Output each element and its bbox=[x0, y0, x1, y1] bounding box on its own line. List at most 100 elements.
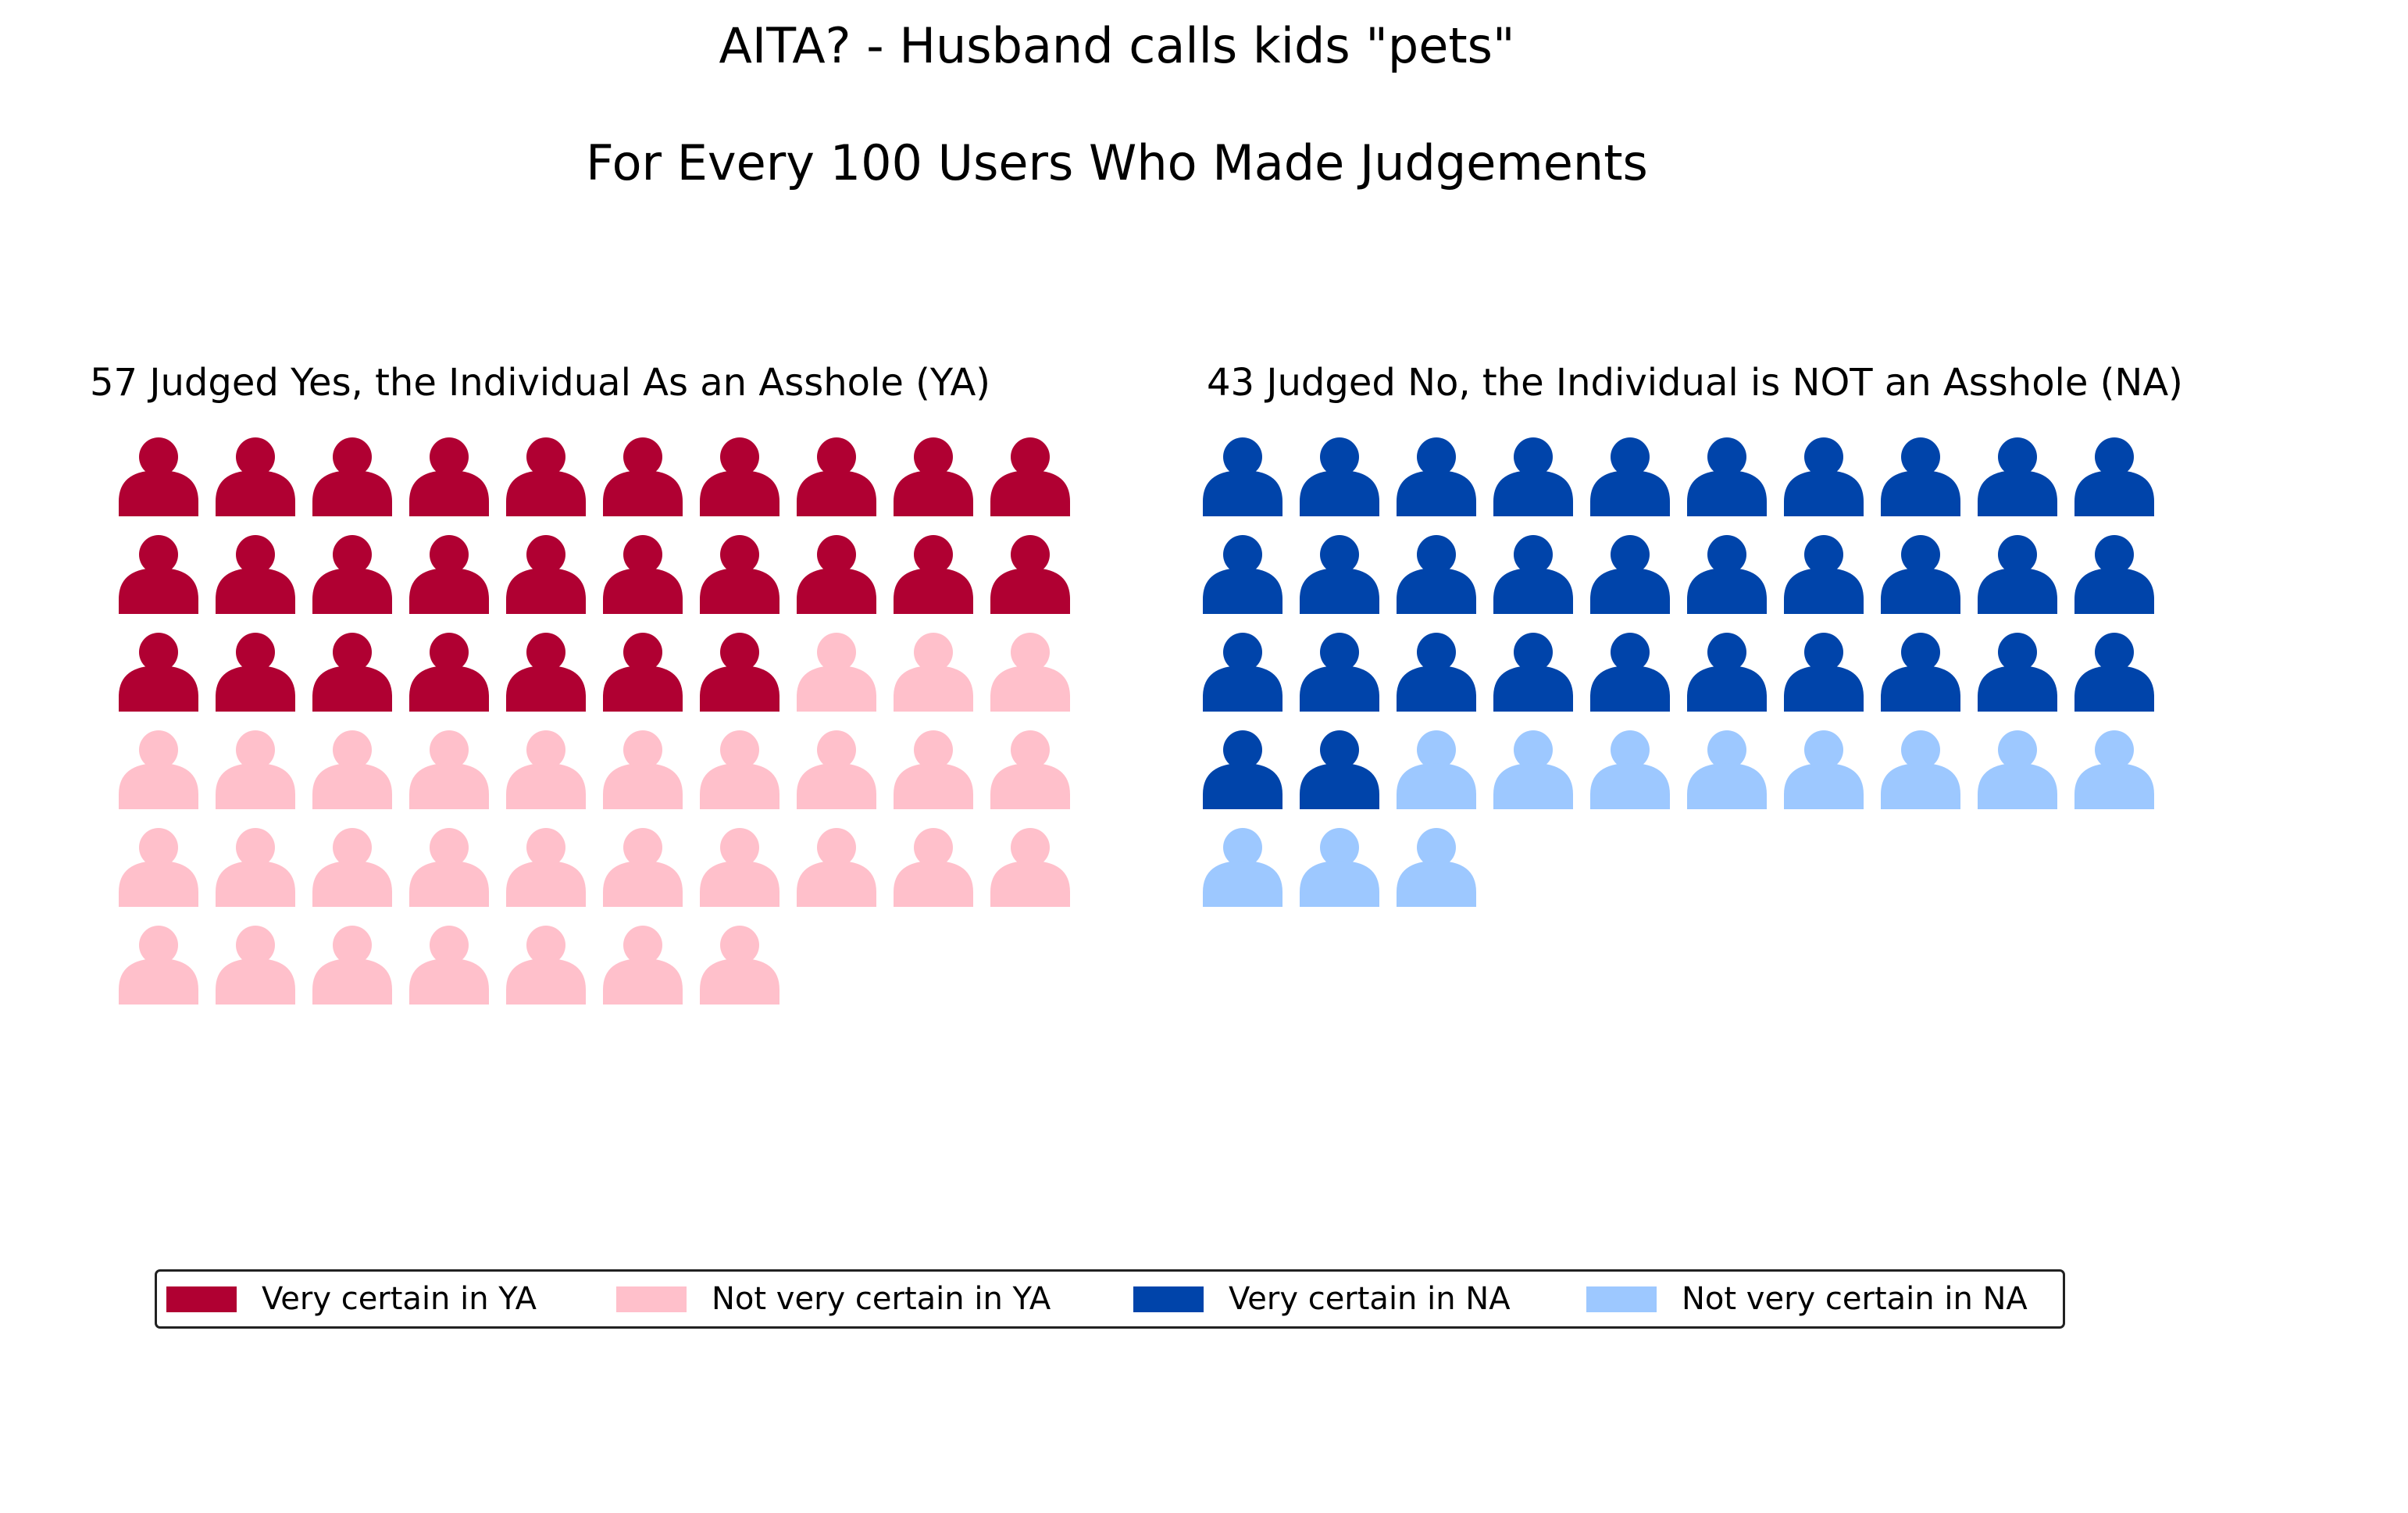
person-icon-ya bbox=[797, 535, 876, 614]
person-icon-na bbox=[1881, 437, 1960, 516]
person-icon-na bbox=[1203, 437, 1282, 516]
person-icon-na bbox=[1687, 730, 1767, 809]
person-icon-ya bbox=[119, 828, 198, 907]
person-icon-ya bbox=[894, 437, 973, 516]
person-icon-na bbox=[1300, 730, 1379, 809]
person-icon-na bbox=[1687, 535, 1767, 614]
person-icon-na bbox=[1300, 535, 1379, 614]
person-icon-ya bbox=[603, 730, 683, 809]
person-icon-na bbox=[1397, 535, 1476, 614]
person-icon-ya bbox=[603, 828, 683, 907]
person-icon-na bbox=[1978, 633, 2057, 712]
person-icon-ya bbox=[797, 633, 876, 712]
person-icon-na bbox=[1300, 828, 1379, 907]
person-icon-ya bbox=[312, 633, 392, 712]
person-icon-ya bbox=[119, 730, 198, 809]
person-icon-ya bbox=[409, 730, 489, 809]
person-icon-na bbox=[1881, 633, 1960, 712]
person-icon-ya bbox=[603, 535, 683, 614]
chart-subtitle: For Every 100 Users Who Made Judgements bbox=[586, 134, 1648, 191]
person-icon-na bbox=[1397, 633, 1476, 712]
person-icon-na bbox=[1203, 633, 1282, 712]
legend-swatch bbox=[1133, 1286, 1204, 1312]
person-icon-ya bbox=[990, 535, 1070, 614]
person-icon-ya bbox=[700, 730, 779, 809]
person-icon-na bbox=[2074, 437, 2154, 516]
person-icon-ya bbox=[894, 633, 973, 712]
person-icon-na bbox=[1590, 437, 1670, 516]
person-icon-na bbox=[1300, 437, 1379, 516]
person-icon-ya bbox=[312, 828, 392, 907]
person-icon-na bbox=[1784, 730, 1864, 809]
person-icon-na bbox=[1203, 828, 1282, 907]
person-icon-ya bbox=[700, 535, 779, 614]
person-icon-na bbox=[1590, 730, 1670, 809]
person-icon-ya bbox=[312, 437, 392, 516]
person-icon-na bbox=[1493, 535, 1573, 614]
person-icon-na bbox=[1978, 535, 2057, 614]
person-icon-na bbox=[1493, 633, 1573, 712]
legend-swatch bbox=[616, 1286, 687, 1312]
person-icon-ya bbox=[312, 730, 392, 809]
person-icon-na bbox=[1881, 730, 1960, 809]
person-icon-na bbox=[2074, 633, 2154, 712]
panel-title-ya: 57 Judged Yes, the Individual As an Assh… bbox=[90, 361, 991, 405]
person-icon-ya bbox=[312, 535, 392, 614]
person-icon-ya bbox=[119, 633, 198, 712]
person-icon-ya bbox=[119, 437, 198, 516]
person-icon-ya bbox=[894, 730, 973, 809]
chart-title: AITA? - Husband calls kids "pets" bbox=[719, 17, 1515, 74]
person-icon-ya bbox=[506, 926, 586, 1005]
person-icon-na bbox=[1397, 437, 1476, 516]
person-icon-na bbox=[1300, 633, 1379, 712]
person-icon-ya bbox=[409, 535, 489, 614]
legend-label: Very certain in NA bbox=[1229, 1281, 1511, 1317]
legend: Very certain in YA Not very certain in Y… bbox=[155, 1269, 2065, 1329]
person-icon-ya bbox=[603, 926, 683, 1005]
person-icon-ya bbox=[797, 437, 876, 516]
person-icon-ya bbox=[216, 926, 295, 1005]
person-icon-ya bbox=[990, 828, 1070, 907]
person-icon-na bbox=[1590, 535, 1670, 614]
person-icon-ya bbox=[603, 437, 683, 516]
person-icon-ya bbox=[409, 437, 489, 516]
person-icon-ya bbox=[990, 437, 1070, 516]
legend-item-not-very-certain-ya: Not very certain in YA bbox=[616, 1272, 1051, 1326]
person-icon-ya bbox=[700, 926, 779, 1005]
person-icon-ya bbox=[797, 828, 876, 907]
person-icon-na bbox=[1397, 828, 1476, 907]
panel-title-na: 43 Judged No, the Individual is NOT an A… bbox=[1207, 361, 2183, 405]
person-icon-na bbox=[1784, 437, 1864, 516]
person-icon-ya bbox=[894, 535, 973, 614]
person-icon-na bbox=[1590, 633, 1670, 712]
person-icon-ya bbox=[409, 633, 489, 712]
person-icon-na bbox=[1203, 535, 1282, 614]
person-icon-ya bbox=[506, 730, 586, 809]
person-icon-na bbox=[1978, 437, 2057, 516]
person-icon-ya bbox=[506, 633, 586, 712]
legend-label: Very certain in YA bbox=[262, 1281, 537, 1317]
person-icon-na bbox=[1784, 535, 1864, 614]
legend-label: Not very certain in NA bbox=[1682, 1281, 2028, 1317]
person-icon-ya bbox=[216, 437, 295, 516]
person-icon-na bbox=[1978, 730, 2057, 809]
person-icon-ya bbox=[700, 633, 779, 712]
person-icon-na bbox=[1687, 633, 1767, 712]
person-icon-ya bbox=[312, 926, 392, 1005]
person-icon-ya bbox=[506, 535, 586, 614]
legend-item-very-certain-ya: Very certain in YA bbox=[166, 1272, 537, 1326]
person-icon-na bbox=[1203, 730, 1282, 809]
person-icon-ya bbox=[216, 828, 295, 907]
legend-swatch bbox=[1586, 1286, 1657, 1312]
person-icon-ya bbox=[216, 730, 295, 809]
person-icon-ya bbox=[216, 633, 295, 712]
person-icon-na bbox=[1784, 633, 1864, 712]
person-icon-ya bbox=[700, 828, 779, 907]
person-icon-ya bbox=[216, 535, 295, 614]
person-icon-ya bbox=[506, 828, 586, 907]
person-icon-ya bbox=[119, 535, 198, 614]
person-icon-ya bbox=[603, 633, 683, 712]
legend-item-not-very-certain-na: Not very certain in NA bbox=[1586, 1272, 2028, 1326]
person-icon-ya bbox=[700, 437, 779, 516]
